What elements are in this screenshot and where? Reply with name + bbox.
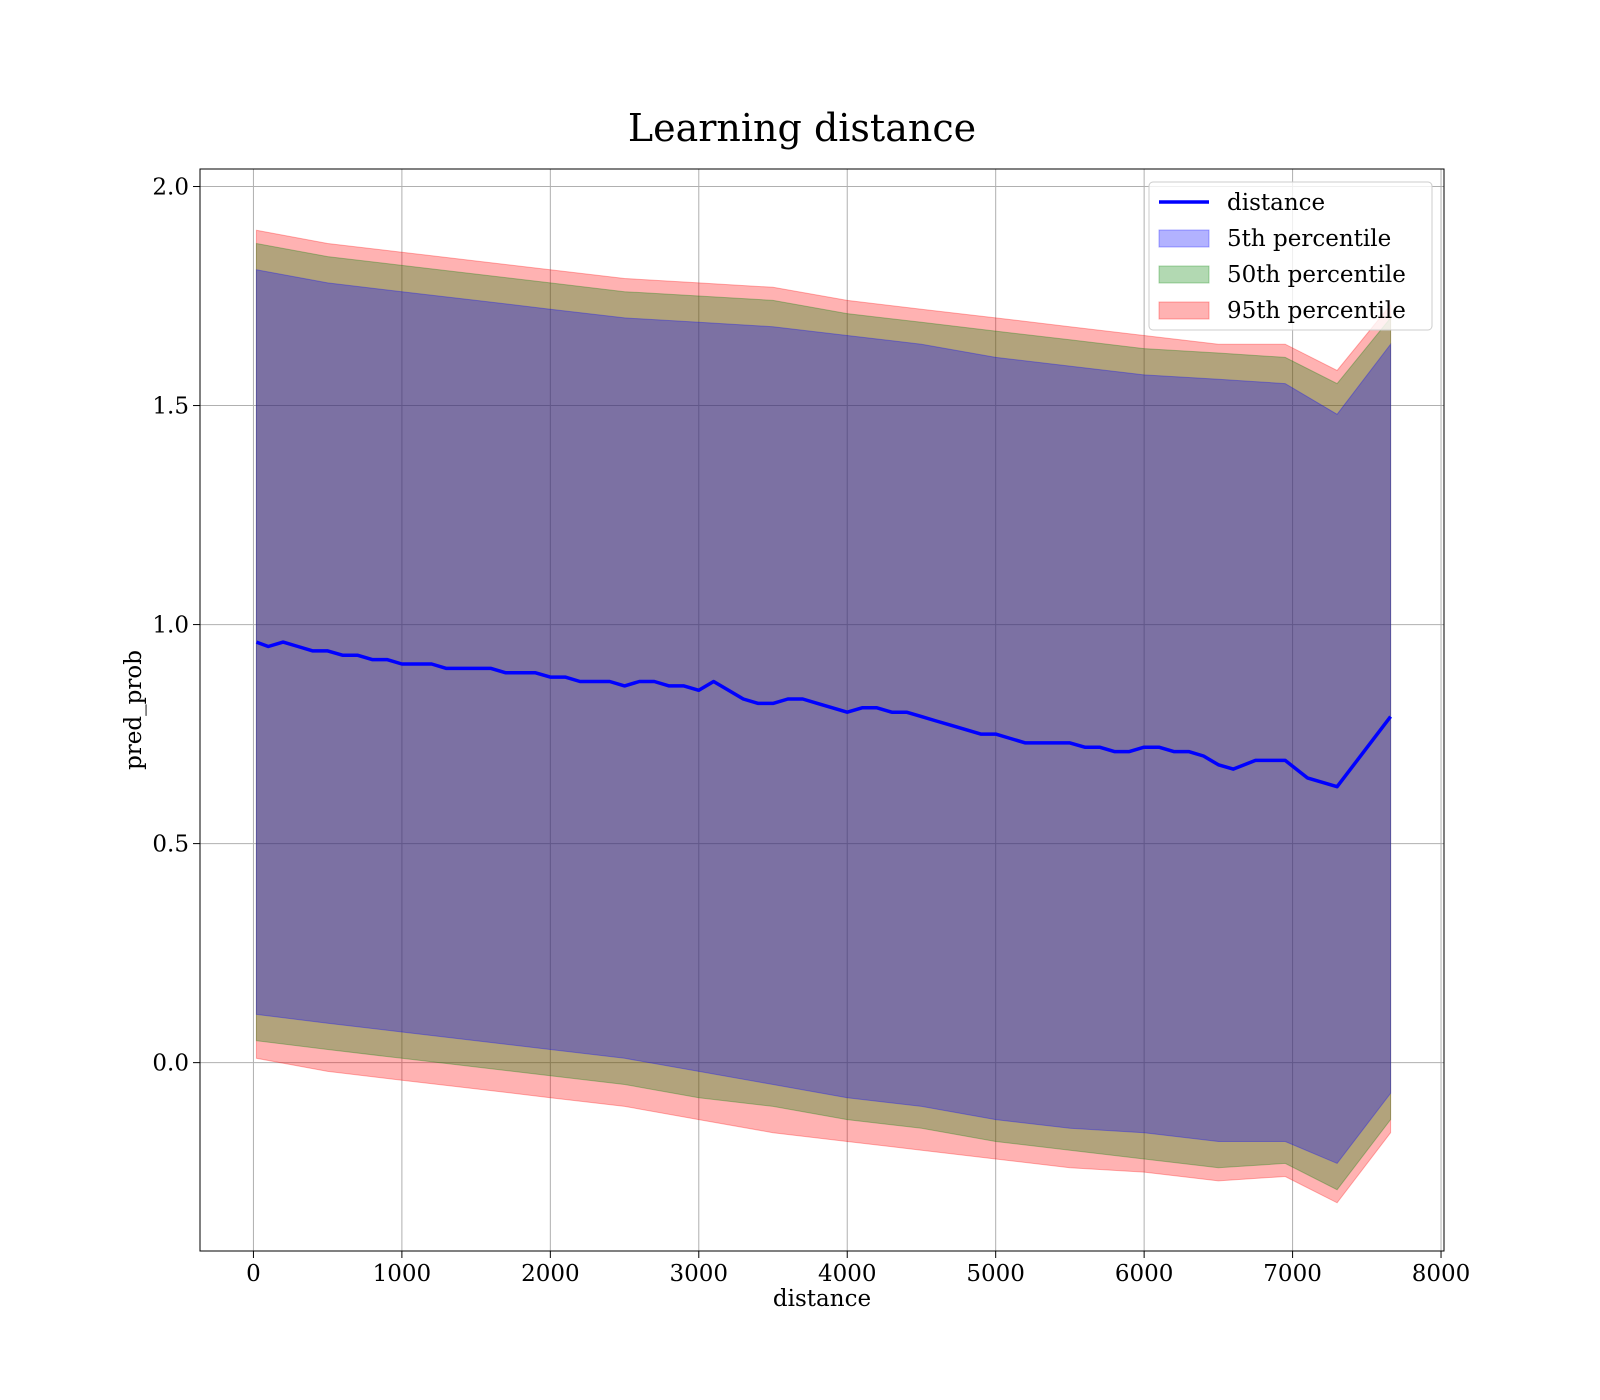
legend-box [1148,181,1433,331]
y-tick-label: 2.0 [152,175,189,201]
legend-label: 50th percentile [1227,262,1406,288]
band-5th-percentile [255,269,1392,1165]
band-50th-percentile [255,242,1392,1191]
x-axis-label: distance [773,1286,871,1312]
legend-swatch [1158,265,1210,284]
chart-title: Learning distance [628,106,976,150]
percentile-bands [255,229,1392,1204]
legend: distance 5th percentile 50th percentile 95t… [1148,181,1433,331]
x-tick-label: 4000 [818,1261,877,1287]
plot-frame [199,168,1445,1252]
x-tick-label: 6000 [1115,1261,1174,1287]
x-tick-label: 1000 [373,1261,432,1287]
legend-swatch [1158,229,1210,248]
x-tick-label: 8000 [1412,1261,1471,1287]
x-tick-label: 7000 [1263,1261,1322,1287]
y-axis-label: pred_prob [121,650,147,770]
distance-series-line [255,640,1392,789]
y-tick-label: 0.0 [152,1051,189,1077]
legend-swatch [1158,301,1210,320]
y-tick-label: 1.0 [152,613,189,639]
x-tick-label: 3000 [670,1261,729,1287]
legend-label: 5th percentile [1227,226,1391,252]
distance-line [255,640,1392,789]
legend-label: distance [1227,190,1325,216]
x-tick-label: 2000 [521,1261,580,1287]
y-tick-label: 1.5 [152,394,189,420]
band-95th-percentile [255,229,1392,1204]
x-tick-label: 5000 [966,1261,1025,1287]
axis-ticks: 0 1000 2000 3000 4000 5000 6000 7000 8000 0.0 0.5 1… [152,175,1470,1287]
x-tick-label: 0 [246,1261,261,1287]
y-tick-label: 0.5 [152,832,189,858]
legend-label: 95th percentile [1227,298,1406,324]
